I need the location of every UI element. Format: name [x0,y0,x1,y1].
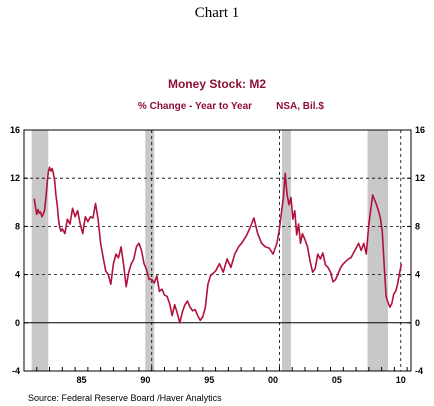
x-tick-label: 05 [332,375,342,385]
y-tick-label-right: 16 [415,125,425,135]
chart-note: NSA, Bil.$ [276,101,324,112]
y-tick-label-left: 4 [15,270,20,280]
y-tick-label-left: 0 [15,318,20,328]
x-tick-label: 00 [268,375,278,385]
y-tick-label-right: 12 [415,173,425,183]
recession-band [31,130,49,371]
recession-band [282,130,291,371]
recession-band [145,130,155,371]
plot-frame [23,129,412,372]
x-tick-label: 90 [140,375,150,385]
page-heading: Chart 1 [194,5,240,21]
x-tick-label: 85 [76,375,86,385]
y-tick-label-right: -4 [415,366,423,376]
y-tick-label-left: 12 [10,173,20,183]
chart-title: Money Stock: M2 [168,77,266,91]
gridlines [23,130,411,371]
y-tick-label-right: 8 [415,221,420,231]
series-line [33,166,403,324]
recession-bands [31,130,389,371]
x-tick-label: 10 [396,375,406,385]
y-tick-label-left: 8 [15,221,20,231]
series-layer [33,166,403,324]
y-tick-label-right: 0 [415,318,420,328]
y-tick-label-right: 4 [415,270,420,280]
y-tick-label-left: -4 [12,366,20,376]
recession-band [367,130,389,371]
source-note: Source: Federal Reserve Board /Haver Ana… [28,393,222,403]
y-tick-label-left: 16 [10,125,20,135]
x-tick-label: 95 [204,375,214,385]
chart-subtitle: % Change - Year to Year [138,101,252,112]
